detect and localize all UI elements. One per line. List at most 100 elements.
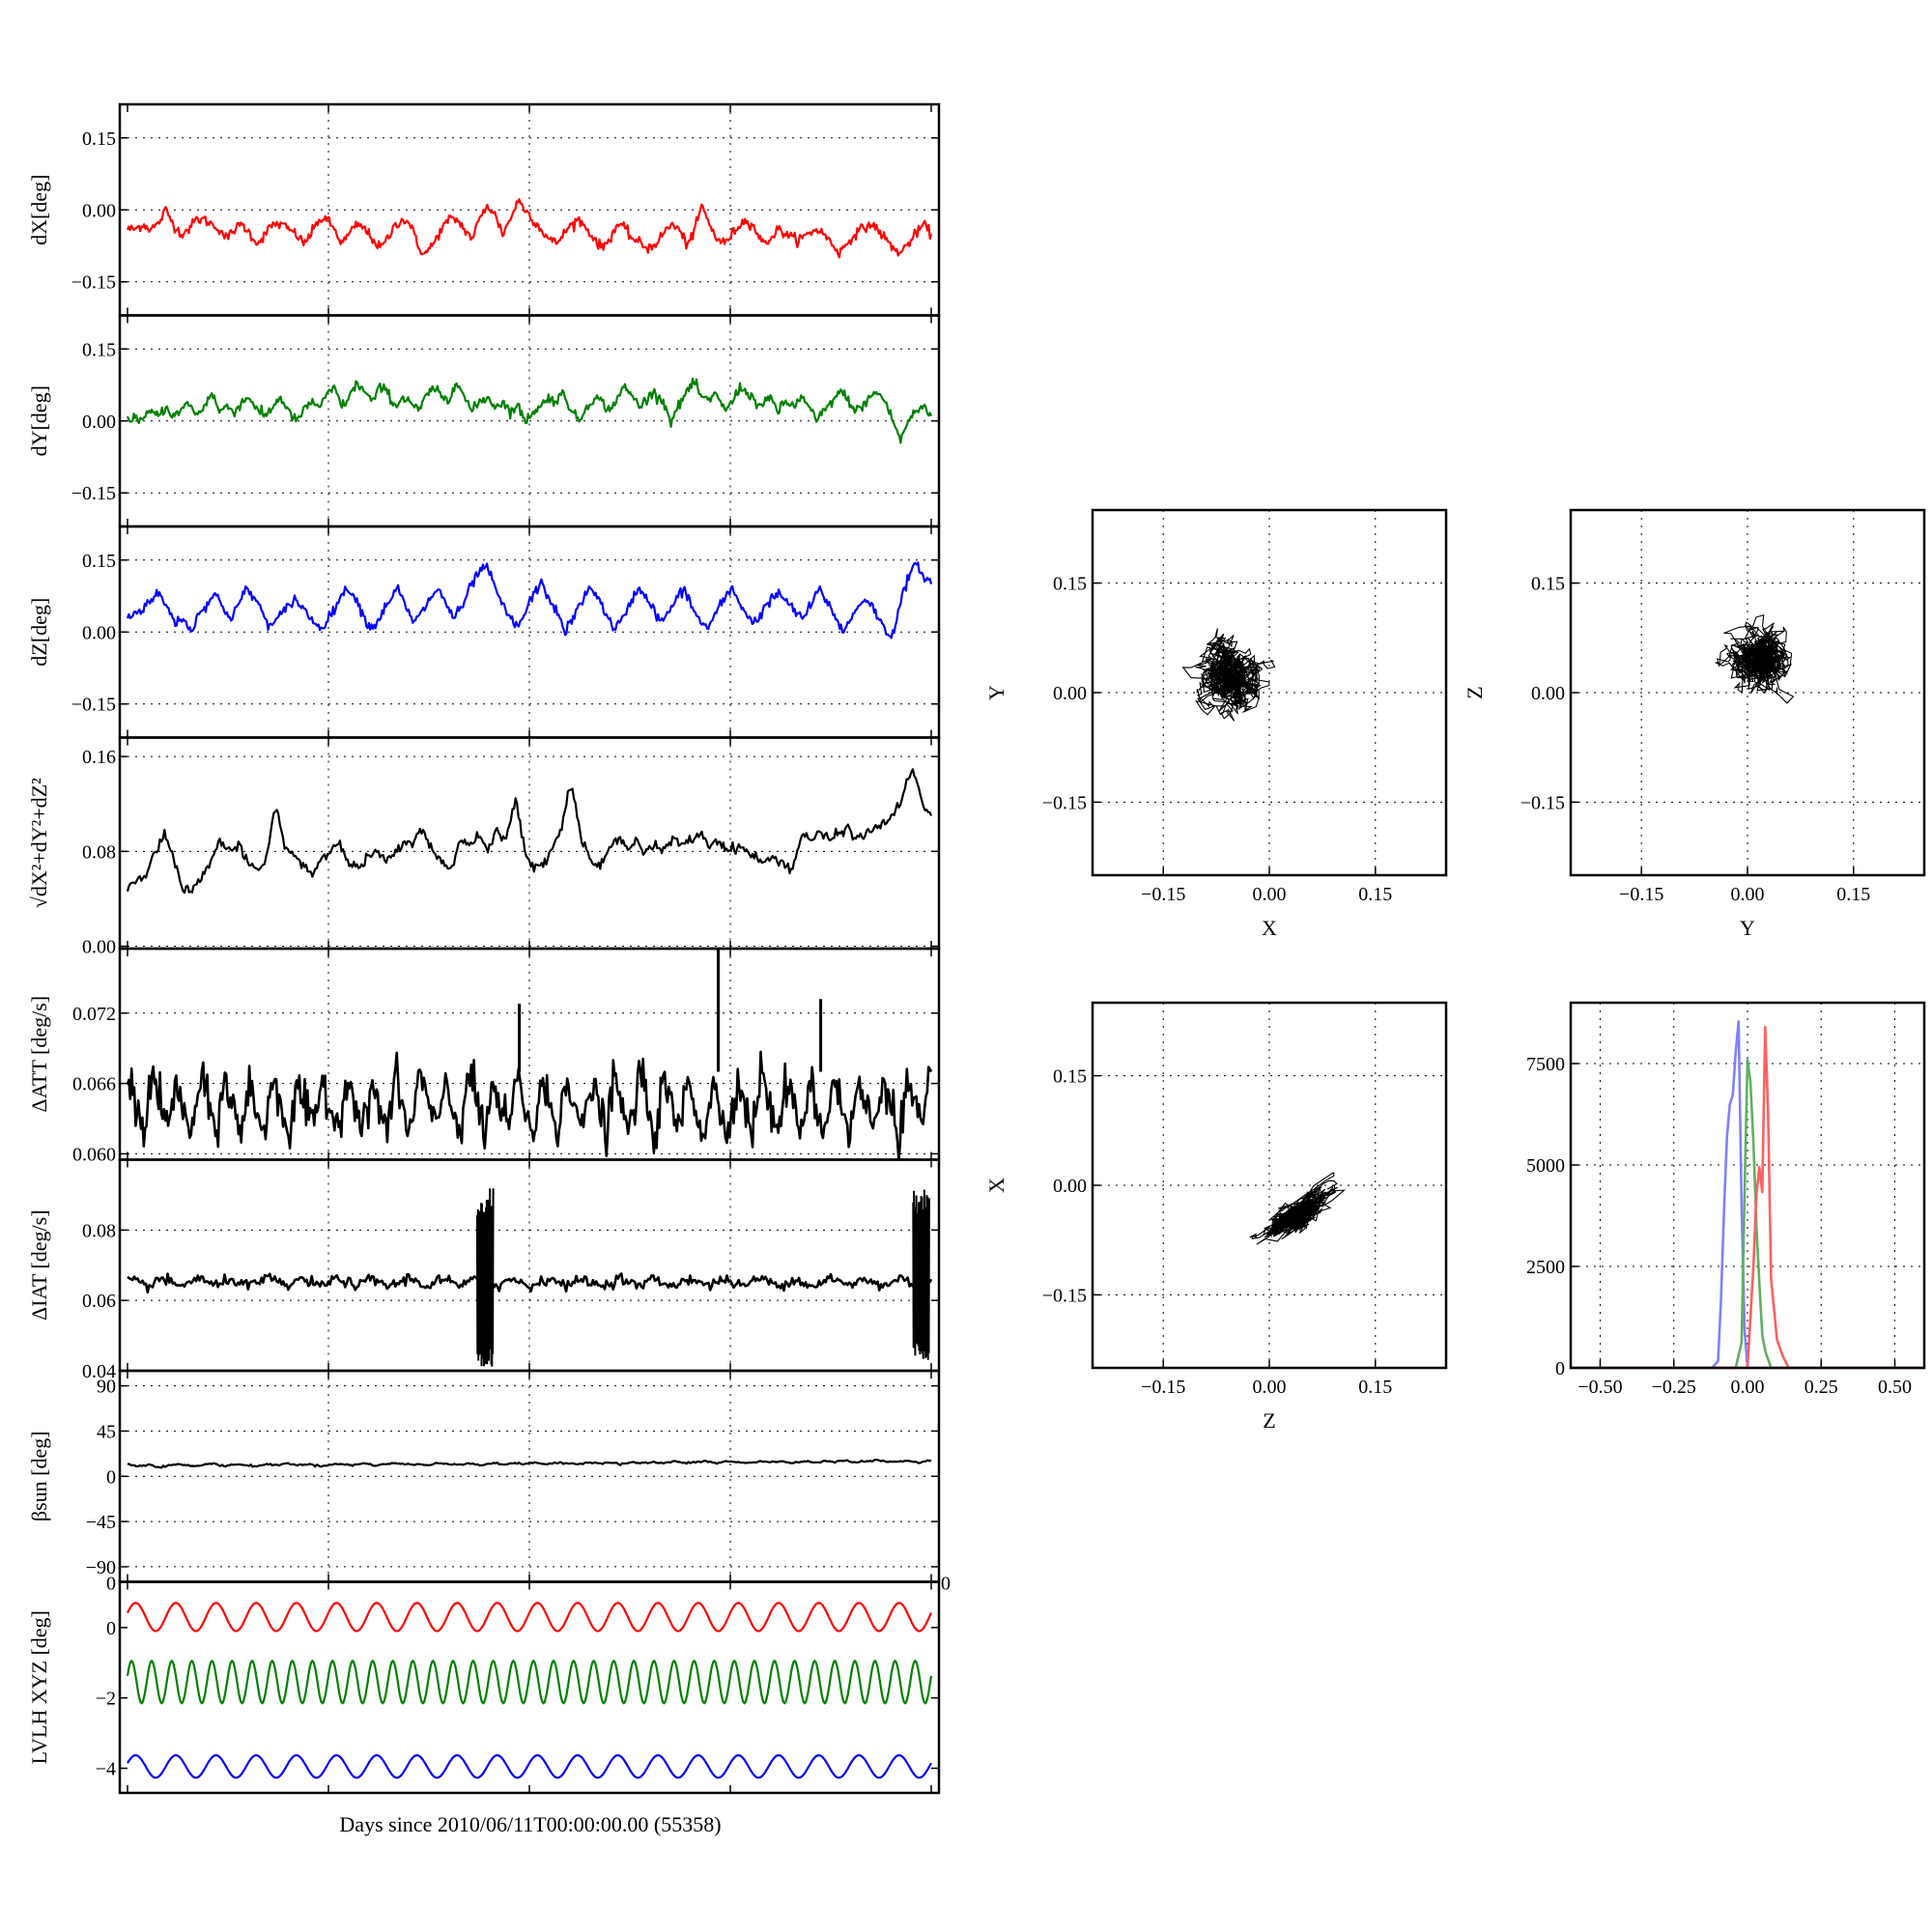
y-tick-label: 2500 [1526, 1257, 1565, 1278]
y-tick-label: −2 [96, 1689, 116, 1710]
y-axis-label: Z [1463, 686, 1487, 698]
x-tick-label: −0.15 [1141, 884, 1185, 905]
series-line-1 [126, 1659, 933, 1705]
y-tick-label: 0 [1555, 1358, 1565, 1379]
y-tick-label: −45 [86, 1512, 116, 1533]
y-tick-label: 0.00 [82, 412, 116, 433]
series-line-0 [126, 377, 933, 444]
y-tick-label: 0.15 [82, 128, 116, 150]
y-axis-label: dX[deg] [27, 175, 51, 245]
y-tick-label: 0.15 [1053, 1066, 1087, 1088]
series-line-0 [126, 198, 933, 259]
series-line-0 [126, 561, 933, 639]
y-tick-label: −0.15 [1042, 792, 1087, 813]
x-tick-label: −0.25 [1652, 1377, 1696, 1398]
panel-YZ: −0.15 −0.15 0.00 0.00 0.15 0.15 Y Z [1463, 508, 1926, 940]
y-axis-label: LVLH XYZ [deg] [27, 1610, 51, 1764]
y-axis-label: dZ[deg] [27, 598, 51, 667]
scatter-trajectory [1715, 613, 1795, 704]
time-series-panels: −0.15 0.00 0.15 dX[deg] −0.15 0.00 0.15 dY[deg]… [27, 102, 951, 1795]
series-line-0 [126, 768, 933, 895]
y-tick-label: 0.066 [72, 1074, 116, 1095]
y-tick-label: −0.15 [1042, 1285, 1087, 1306]
panel-norm: 0.00 0.08 0.16 √dX²+dY²+dZ² [27, 736, 941, 958]
y-tick-label: 0 [106, 1466, 116, 1488]
burst-mark [475, 1188, 495, 1367]
y-tick-label: 0.00 [82, 622, 116, 643]
x-tick-label: 0.00 [1731, 1377, 1765, 1398]
y-tick-label: 0 [106, 1618, 116, 1639]
x-tick-label: 0.00 [1731, 884, 1765, 905]
y-tick-label: 0.15 [82, 339, 116, 360]
y-axis-label: Y [984, 685, 1009, 700]
series-line-0 [127, 1602, 933, 1633]
shared-x-axis-label: Days since 2010/06/11T00:00:00.00 (55358… [339, 1812, 721, 1836]
series-line-0 [127, 1458, 932, 1469]
panel-frame [1569, 508, 1926, 877]
panel-ZX: −0.15 −0.15 0.00 0.00 0.15 0.15 Z X [984, 1001, 1448, 1433]
x-tick-label: 0.00 [1253, 884, 1287, 905]
x-tick-label: −0.15 [1619, 884, 1663, 905]
y-tick-label: 0.060 [72, 1144, 116, 1165]
histogram-series-0 [1571, 1020, 1924, 1370]
panel-frame [1091, 1001, 1448, 1370]
panel-dY: −0.15 0.00 0.15 dY[deg] [27, 314, 941, 528]
y-tick-label: 0.00 [82, 937, 116, 958]
panel-dX: −0.15 0.00 0.15 dX[deg] [27, 102, 941, 317]
y-tick-label: 0.072 [72, 1004, 116, 1025]
y-axis-label: X [984, 1178, 1009, 1193]
y-axis-label: dY[deg] [27, 385, 51, 456]
panel-frame [118, 1580, 941, 1795]
y-axis-label: √dX²+dY²+dZ² [27, 778, 51, 908]
panel-dZ: −0.15 0.00 0.15 dZ[deg] [27, 525, 941, 739]
y-tick-label: 0.00 [1053, 683, 1087, 704]
x-tick-label: 0.15 [1358, 884, 1392, 905]
panel-beta: −90 −45 0 45 90 βsun [deg] [27, 1369, 941, 1583]
y-axis-label: ΔIAT [deg/s] [27, 1209, 51, 1321]
y-tick-label: 7500 [1526, 1054, 1565, 1075]
y-tick-label: 0.16 [82, 747, 116, 768]
y-tick-label: −0.15 [1520, 792, 1565, 813]
x-tick-label: −0.50 [1577, 1377, 1622, 1398]
y-tick-label: 90 [97, 1377, 116, 1398]
histogram-series-1 [1571, 1058, 1924, 1370]
panel-dATT: 0.060 0.066 0.072 ΔATT [deg/s] [27, 947, 941, 1165]
y-tick-label: 0.15 [1053, 574, 1087, 595]
y-tick-label: −4 [96, 1759, 116, 1780]
x-tick-label: 0.15 [1836, 884, 1870, 905]
panel-XY: −0.15 −0.15 0.00 0.00 0.15 0.15 X Y [984, 508, 1448, 940]
panel-lvlh: −4 −2 0 0 0 LVLH XYZ [deg] [27, 1574, 951, 1795]
x-axis-label: X [1262, 916, 1277, 940]
panel-frame [1091, 508, 1448, 877]
x-tick-label: −0.15 [1141, 1377, 1185, 1398]
y-tick-label: −0.15 [71, 695, 116, 716]
y-tick-label: −0.15 [71, 272, 116, 294]
y-tick-label: 0.06 [82, 1291, 116, 1312]
x-tick-label: 0.00 [1253, 1377, 1287, 1398]
scatter-and-histogram-panels: −0.15 −0.15 0.00 0.00 0.15 0.15 X Y −0.15 −0.15 0.… [984, 508, 1926, 1433]
y-tick-label: 5000 [1526, 1155, 1565, 1177]
y-tick-label: 0.15 [82, 551, 116, 572]
y-tick-label: 45 [97, 1421, 116, 1442]
panel-hist: −0.50 −0.25 0.00 0.25 0.50 0 2500 5000 7500 [1526, 1001, 1926, 1398]
y-tick-label: 0.00 [1053, 1176, 1087, 1197]
panel-frame [1569, 1001, 1926, 1370]
panel-dIAT: 0.04 0.06 0.08 ΔIAT [deg/s] [27, 1158, 941, 1382]
y-tick-label: 0.08 [82, 1220, 116, 1241]
y-axis-label: βsun [deg] [27, 1431, 51, 1521]
y-tick-label: −0.15 [71, 483, 116, 504]
y-tick-label: 0.15 [1531, 574, 1565, 595]
y-tick-label: 0.00 [82, 200, 116, 221]
scatter-trajectory [1249, 1172, 1347, 1245]
y-tick-label: 0.00 [1531, 683, 1565, 704]
y-tick-label: 0.08 [82, 841, 116, 863]
y-axis-label: ΔATT [deg/s] [27, 996, 51, 1113]
burst-mark [912, 1189, 930, 1360]
x-tick-label: 0.25 [1804, 1377, 1838, 1398]
x-axis-label: Y [1740, 916, 1755, 940]
scatter-trajectory [1181, 628, 1276, 722]
series-line-2 [127, 1753, 932, 1779]
corner-label-left: 0 [106, 1574, 116, 1595]
histogram-series-2 [1571, 1026, 1924, 1370]
x-tick-label: 0.15 [1358, 1377, 1392, 1398]
